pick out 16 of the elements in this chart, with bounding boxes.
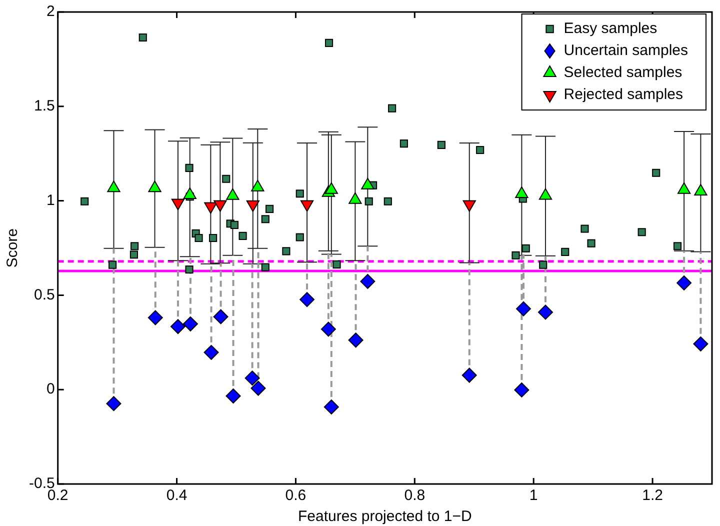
legend-label: Rejected samples [564,86,684,104]
y-tick-label: 1.5 [34,98,55,115]
x-axis-title: Features projected to 1−D [298,508,472,526]
x-tick-label: 1.2 [642,487,663,504]
x-tick-label: 0.6 [285,487,306,504]
legend-label: Easy samples [564,20,658,38]
x-tick-label: 1 [529,487,538,504]
y-tick-label: 0 [46,380,55,398]
legend-label: Selected samples [564,64,682,82]
y-tick-label: 1 [46,192,55,209]
y-tick-label: 2 [46,3,55,20]
legend-label: Uncertain samples [564,42,688,60]
x-tick-label: 0.4 [166,487,188,504]
y-axis-title: Score [4,228,22,268]
y-tick-label: 0.5 [34,286,55,304]
x-tick-label: 0.8 [404,487,426,504]
